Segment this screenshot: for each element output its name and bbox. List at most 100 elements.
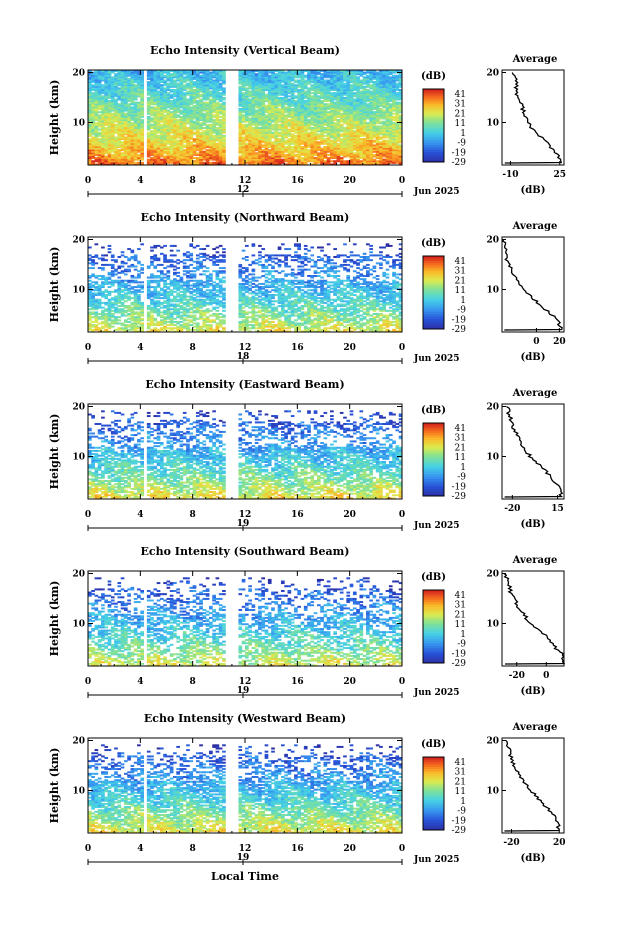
heatmap-cell bbox=[366, 150, 370, 153]
heatmap-cell bbox=[245, 142, 249, 145]
heatmap-cell bbox=[245, 134, 249, 137]
heatmap-cell bbox=[392, 125, 396, 128]
heatmap-cell bbox=[189, 117, 194, 120]
heatmap-cell bbox=[199, 163, 203, 166]
heatmap-cell bbox=[274, 104, 279, 107]
heatmap-cell bbox=[222, 96, 226, 99]
heatmap-cell bbox=[150, 77, 154, 80]
heatmap-cell bbox=[104, 158, 109, 161]
heatmap-cell bbox=[366, 122, 370, 125]
heatmap-cell bbox=[330, 117, 334, 120]
heatmap-cell bbox=[140, 89, 144, 91]
heatmap-cell bbox=[339, 161, 344, 164]
heatmap-cell bbox=[156, 103, 161, 106]
heatmap-cell bbox=[166, 82, 171, 85]
heatmap-cell bbox=[343, 74, 347, 77]
heatmap-cell bbox=[339, 112, 344, 115]
heatmap-cell bbox=[195, 130, 200, 133]
heatmap-cell bbox=[372, 90, 377, 93]
heatmap-cell bbox=[300, 101, 305, 104]
heatmap-cell bbox=[166, 114, 171, 117]
heatmap-cell bbox=[104, 139, 109, 142]
heatmap-cell bbox=[117, 136, 122, 139]
heatmap-cell bbox=[277, 150, 282, 153]
heatmap-cell bbox=[359, 133, 364, 136]
heatmap-cell bbox=[287, 119, 292, 122]
heatmap-cell bbox=[352, 101, 357, 104]
heatmap-cell bbox=[117, 144, 122, 147]
heatmap-cell bbox=[218, 146, 223, 148]
heatmap-cell bbox=[114, 89, 118, 91]
heatmap-cell bbox=[248, 93, 252, 96]
heatmap-cell bbox=[179, 89, 184, 91]
heatmap-cell bbox=[277, 147, 282, 150]
heatmap-cell bbox=[104, 92, 109, 95]
heatmap-cell bbox=[369, 157, 373, 160]
heatmap-cell bbox=[277, 123, 282, 126]
heatmap-cell bbox=[372, 141, 377, 144]
heatmap-cell bbox=[372, 163, 377, 166]
heatmap-cell bbox=[153, 150, 158, 153]
heatmap-cell bbox=[238, 125, 243, 128]
heatmap-cell bbox=[267, 149, 272, 152]
heatmap-cell bbox=[346, 103, 351, 106]
heatmap-cell bbox=[264, 82, 269, 85]
heatmap-cell bbox=[212, 123, 216, 126]
heatmap-cell bbox=[205, 134, 210, 137]
heatmap-cell bbox=[114, 115, 118, 118]
heatmap-cell bbox=[107, 93, 112, 96]
heatmap-cell bbox=[382, 98, 387, 101]
heatmap-cell bbox=[91, 112, 95, 115]
heatmap-cell bbox=[117, 150, 122, 153]
heatmap-cell bbox=[349, 149, 354, 152]
heatmap-cell bbox=[284, 119, 288, 122]
heatmap-cell bbox=[205, 115, 210, 118]
heatmap-cell bbox=[107, 161, 112, 164]
heatmap-cell bbox=[212, 163, 216, 166]
heatmap-cell bbox=[182, 158, 187, 161]
heatmap-cell bbox=[346, 127, 351, 129]
heatmap-cell bbox=[307, 98, 311, 101]
heatmap-cell bbox=[362, 120, 367, 123]
heatmap-cell bbox=[388, 76, 393, 79]
heatmap-cell bbox=[150, 71, 154, 74]
heatmap-cell bbox=[176, 130, 180, 133]
heatmap-cell bbox=[150, 157, 154, 160]
heatmap-cell bbox=[284, 142, 288, 145]
heatmap-cell bbox=[222, 136, 226, 139]
heatmap-cell bbox=[316, 141, 321, 144]
heatmap-cell bbox=[297, 120, 301, 123]
heatmap-cell bbox=[199, 87, 203, 90]
heatmap-cell bbox=[241, 106, 246, 109]
heatmap-cell bbox=[356, 123, 360, 126]
heatmap-cell bbox=[375, 122, 380, 125]
heatmap-cell bbox=[114, 103, 118, 106]
heatmap-cell bbox=[258, 108, 262, 110]
heatmap-cell bbox=[346, 125, 351, 128]
heatmap-cell bbox=[271, 108, 275, 110]
heatmap-cell bbox=[205, 108, 210, 110]
heatmap-cell bbox=[212, 131, 216, 134]
heatmap-cell bbox=[303, 139, 308, 142]
heatmap-cell bbox=[254, 123, 259, 126]
heatmap-cell bbox=[140, 79, 144, 82]
heatmap-cell bbox=[395, 134, 400, 137]
heatmap-cell bbox=[375, 147, 380, 150]
heatmap-cell bbox=[264, 136, 269, 139]
heatmap-cell bbox=[166, 128, 171, 131]
heatmap-cell bbox=[173, 152, 177, 155]
heatmap-cell bbox=[195, 85, 200, 88]
heatmap-cell bbox=[290, 82, 295, 85]
heatmap-cell bbox=[300, 139, 305, 142]
heatmap-cell bbox=[284, 96, 288, 99]
heatmap-cell bbox=[264, 149, 269, 152]
heatmap-cell bbox=[359, 108, 364, 110]
heatmap-cell bbox=[300, 127, 305, 129]
heatmap-cell bbox=[287, 146, 292, 148]
heatmap-cell bbox=[140, 136, 144, 139]
heatmap-cell bbox=[287, 85, 292, 88]
heatmap-cell bbox=[130, 98, 135, 101]
heatmap-cell bbox=[333, 142, 337, 145]
heatmap-cell bbox=[88, 89, 92, 91]
heatmap-cell bbox=[120, 74, 125, 77]
